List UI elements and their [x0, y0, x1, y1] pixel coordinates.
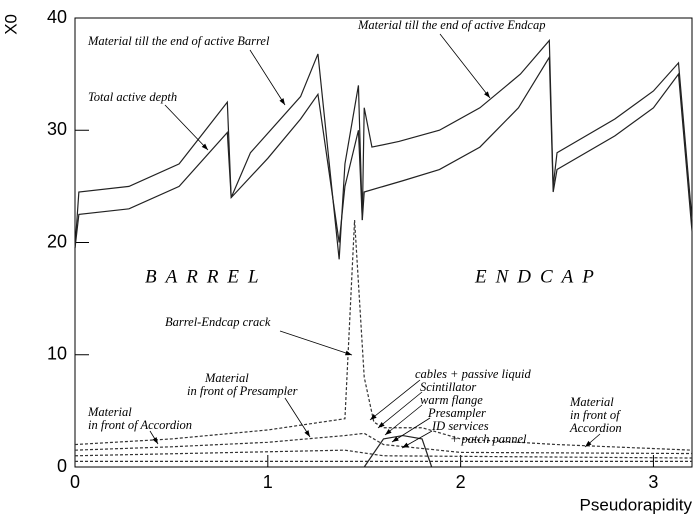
annotation: Material till the end of active Endcap: [357, 18, 545, 32]
arrow-head: [585, 440, 592, 447]
annotation-arrow: [249, 49, 286, 106]
x-tick-label: 0: [70, 472, 80, 492]
y-tick-label: 0: [57, 456, 67, 476]
annotation: Presampler: [427, 406, 486, 420]
arrow-head: [370, 414, 377, 420]
arrow-head: [152, 437, 158, 444]
annotation: in front of: [570, 408, 621, 422]
region-label: ENDCAP: [474, 266, 603, 287]
y-axis-title: X0: [1, 14, 20, 35]
annotation: in front of Presampler: [187, 384, 298, 398]
annotation: warm flange: [420, 393, 483, 407]
arrow-head: [279, 98, 285, 105]
annotation-arrow: [369, 379, 421, 421]
annotation-arrow: [384, 404, 423, 436]
arrow-head: [201, 143, 208, 150]
arrow-head: [378, 421, 385, 428]
arrow-head: [392, 436, 399, 442]
data-line: [74, 432, 693, 455]
annotation: ID services: [431, 419, 489, 433]
x-axis-title: Pseudorapidity: [580, 495, 693, 514]
data-line: [74, 449, 693, 459]
arrow-head: [304, 430, 310, 437]
y-tick-label: 10: [47, 344, 67, 364]
x-tick-label: 1: [263, 472, 273, 492]
annotation-arrow: [377, 391, 423, 429]
y-tick-label: 30: [47, 119, 67, 139]
y-tick-label: 40: [47, 7, 67, 27]
arrow-head: [484, 91, 490, 98]
annotation: Material: [569, 395, 614, 409]
data-line: [74, 220, 693, 451]
arrow-head: [402, 442, 409, 448]
arrow-head: [385, 428, 392, 435]
annotation: Material: [204, 371, 249, 385]
x-tick-label: 2: [456, 472, 466, 492]
annotation-arrow: [284, 397, 311, 438]
annotation: Material: [87, 405, 132, 419]
x-tick-label: 3: [648, 472, 658, 492]
data-line: [74, 38, 693, 260]
annotation: Material till the end of active Barrel: [87, 34, 270, 48]
annotation-arrow: [164, 104, 209, 151]
region-label: BARREL: [145, 266, 268, 287]
annotation: Barrel-Endcap crack: [165, 315, 271, 329]
data-line: [74, 55, 693, 249]
annotation: Accordion: [569, 421, 622, 435]
annotation-arrow: [279, 330, 353, 356]
annotation: in front of Accordion: [88, 418, 192, 432]
annotation: cables + passive liquid: [415, 367, 531, 381]
annotation-arrow: [391, 417, 431, 443]
y-tick-label: 20: [47, 231, 67, 251]
annotation: Total active depth: [88, 90, 177, 104]
annotation: + patch pannel: [450, 432, 527, 446]
annotation-arrow: [439, 33, 491, 99]
annotation: Scintillator: [420, 380, 476, 394]
arrow-head: [345, 350, 352, 356]
